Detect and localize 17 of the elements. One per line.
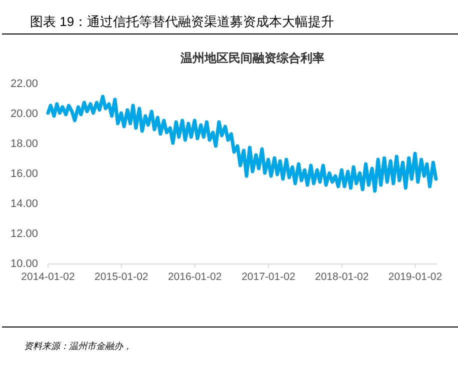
y-tick-label: 16.00 <box>10 168 38 180</box>
x-tick-label: 2018-01-02 <box>315 271 369 283</box>
x-tick-label: 2016-01-02 <box>168 271 222 283</box>
text: 资料来源：温州市金融办， <box>24 341 132 351</box>
x-tick-label: 2015-01-02 <box>94 271 148 283</box>
chart-title: 温州地区民间融资综合利率 <box>180 51 324 65</box>
x-tick-label: 2019-01-02 <box>388 271 442 283</box>
line-series <box>46 94 438 193</box>
y-tick-label: 14.00 <box>10 198 38 210</box>
y-tick-label: 18.00 <box>10 138 38 150</box>
x-tick-label: 2014-01-02 <box>21 271 76 283</box>
text: 图表 19：通过信托等替代融资渠道募资成本大幅提升 <box>30 14 334 29</box>
y-tick-label: 20.00 <box>10 108 38 120</box>
y-tick-label: 12.00 <box>10 228 38 240</box>
x-tick-label: 2017-01-02 <box>242 271 296 283</box>
y-tick-label: 22.00 <box>10 78 38 90</box>
y-tick-label: 10.00 <box>10 258 38 270</box>
